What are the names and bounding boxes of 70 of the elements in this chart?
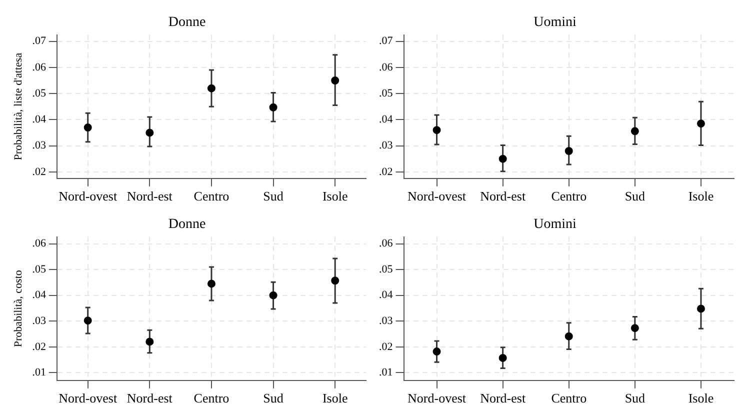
point — [146, 338, 154, 346]
y-axis-title: Probabilità, liste d'attesa — [12, 52, 24, 160]
point — [630, 127, 639, 136]
x-tick-label: Centro — [551, 188, 587, 204]
point — [432, 126, 441, 134]
point — [498, 354, 507, 362]
point — [84, 123, 92, 132]
x-tick-label: Nord-ovest — [408, 188, 466, 204]
x-tick-label: Sud — [263, 188, 284, 204]
x-tick-label: Isole — [688, 188, 714, 204]
point — [84, 316, 92, 325]
point — [269, 103, 278, 112]
x-tick-label: Nord-est — [480, 390, 526, 406]
y-tick-label: .06 — [379, 238, 394, 250]
point — [564, 146, 573, 155]
y-tick-label: .02 — [32, 166, 46, 178]
x-tick-label: Nord-est — [480, 188, 526, 204]
x-tick-label: Nord-est — [126, 390, 173, 406]
y-tick-label: .07 — [379, 35, 394, 48]
point — [564, 332, 573, 340]
y-tick-label: .02 — [379, 340, 393, 353]
x-tick-label: Isole — [322, 390, 348, 406]
x-tick-label: Centro — [551, 390, 587, 406]
point — [432, 348, 441, 356]
x-tick-label: Centro — [194, 188, 230, 204]
point — [331, 276, 340, 285]
y-tick-label: .03 — [379, 140, 394, 152]
y-tick-label: .03 — [379, 314, 394, 327]
x-tick-label: Nord-ovest — [58, 188, 118, 204]
y-tick-label: .04 — [32, 289, 46, 302]
x-tick-label: Sud — [263, 390, 284, 406]
y-axis-title: Probabilità, costo — [12, 270, 24, 348]
point — [207, 84, 216, 92]
x-tick-label: Isole — [688, 390, 714, 406]
y-tick-label: .05 — [379, 87, 394, 100]
y-tick-label: .01 — [379, 366, 393, 379]
x-tick-label: Centro — [194, 390, 230, 406]
chart-title: Donne — [168, 15, 206, 30]
y-tick-label: .03 — [32, 314, 46, 327]
point — [696, 120, 705, 128]
x-tick-label: Nord-ovest — [408, 390, 466, 406]
y-tick-label: .05 — [32, 263, 46, 276]
y-tick-label: .05 — [32, 87, 46, 100]
y-tick-label: .04 — [379, 289, 394, 302]
point — [331, 76, 340, 84]
y-tick-label: .02 — [379, 166, 393, 178]
point — [630, 324, 639, 332]
y-tick-label: .03 — [32, 140, 46, 152]
chart-title: Uomini — [534, 15, 576, 30]
x-tick-label: Sud — [624, 188, 646, 204]
x-tick-label: Isole — [322, 188, 348, 204]
chart-title: Donne — [168, 217, 206, 232]
point — [146, 128, 154, 137]
y-tick-label: .06 — [32, 61, 46, 74]
point — [498, 154, 507, 163]
y-tick-label: .04 — [32, 114, 46, 126]
y-tick-label: .04 — [379, 114, 394, 126]
point — [207, 280, 216, 288]
x-tick-label: Nord-est — [126, 188, 173, 204]
x-tick-label: Sud — [624, 390, 646, 406]
x-tick-label: Nord-ovest — [58, 390, 118, 406]
y-tick-label: .06 — [379, 61, 394, 74]
y-tick-label: .07 — [32, 35, 46, 48]
point — [696, 304, 705, 313]
y-tick-label: .02 — [32, 340, 46, 353]
y-tick-label: .05 — [379, 263, 394, 276]
y-tick-label: .01 — [32, 366, 46, 379]
y-tick-label: .06 — [32, 238, 46, 250]
point — [269, 291, 278, 300]
chart-title: Uomini — [534, 217, 576, 232]
